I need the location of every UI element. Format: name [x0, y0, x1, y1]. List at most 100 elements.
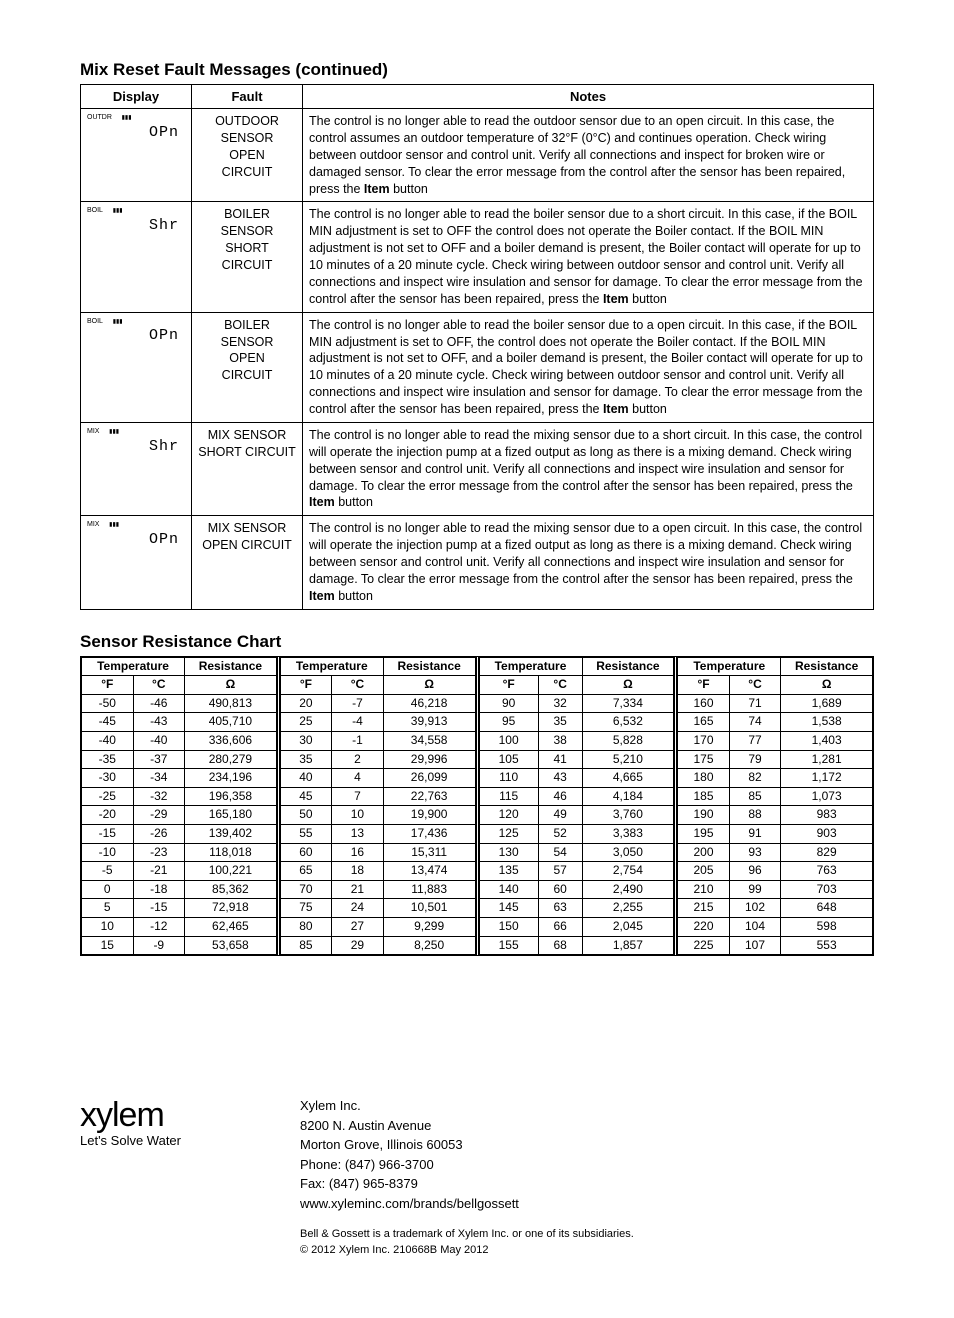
footer: xylem Let's Solve Water Xylem Inc. 8200 … — [80, 1096, 874, 1258]
resistance-row: -20-29165,180 — [82, 806, 277, 825]
resistance-block: TemperatureResistance°F°CΩ20-746,21825-4… — [280, 657, 479, 956]
resistance-row: 25-439,913 — [280, 713, 475, 732]
resistance-block: TemperatureResistance°F°CΩ-50-46490,813-… — [81, 657, 280, 956]
resistance-row: -45-43405,710 — [82, 713, 277, 732]
resistance-row: 130543,050 — [479, 843, 674, 862]
header-fault: Fault — [192, 85, 303, 109]
fault-notes: The control is no longer able to read th… — [303, 202, 874, 312]
resistance-row: -5-21100,221 — [82, 862, 277, 881]
resistance-row: 95356,532 — [479, 713, 674, 732]
resistance-row: 125523,383 — [479, 824, 674, 843]
resistance-row: 220104598 — [678, 917, 873, 936]
section-title-resistance: Sensor Resistance Chart — [80, 632, 874, 652]
resistance-row: 19088983 — [678, 806, 873, 825]
logo-text: xylem — [80, 1096, 260, 1135]
resistance-row: 135572,754 — [479, 862, 674, 881]
resistance-row: -35-37280,279 — [82, 750, 277, 769]
fault-name: MIX SENSOROPEN CIRCUIT — [192, 516, 303, 609]
resistance-row: 185851,073 — [678, 787, 873, 806]
resistance-row: 100385,828 — [479, 732, 674, 751]
fault-notes: The control is no longer able to read th… — [303, 516, 874, 609]
logo: xylem Let's Solve Water — [80, 1096, 260, 1148]
website: www.xyleminc.com/brands/bellgossett — [300, 1194, 634, 1214]
fine-print: Bell & Gossett is a trademark of Xylem I… — [300, 1227, 634, 1258]
resistance-row: 19591903 — [678, 824, 873, 843]
resistance-row: 551317,436 — [280, 824, 475, 843]
resistance-row: 35229,996 — [280, 750, 475, 769]
fault-name: MIX SENSORSHORT CIRCUIT — [192, 422, 303, 515]
logo-tagline: Let's Solve Water — [80, 1133, 260, 1148]
fault-name: BOILERSENSORSHORTCIRCUIT — [192, 202, 303, 312]
fault-row: MIX ▮▮▮OPnMIX SENSOROPEN CIRCUITThe cont… — [81, 516, 874, 609]
resistance-row: 145632,255 — [479, 899, 674, 918]
resistance-row: 175791,281 — [678, 750, 873, 769]
display-cell: MIX ▮▮▮Shr — [81, 422, 192, 515]
resistance-row: 20-746,218 — [280, 694, 475, 713]
resistance-row: 85298,250 — [280, 936, 475, 955]
resistance-row: 90327,334 — [479, 694, 674, 713]
resistance-row: 110434,665 — [479, 769, 674, 788]
resistance-row: 21099703 — [678, 880, 873, 899]
resistance-row: 180821,172 — [678, 769, 873, 788]
resistance-row: 5-1572,918 — [82, 899, 277, 918]
fax: Fax: (847) 965-8379 — [300, 1174, 634, 1194]
resistance-row: 45722,763 — [280, 787, 475, 806]
resistance-row: 115464,184 — [479, 787, 674, 806]
copyright-note: © 2012 Xylem Inc. 210668B May 2012 — [300, 1243, 634, 1258]
resistance-row: 20093829 — [678, 843, 873, 862]
resistance-row: 601615,311 — [280, 843, 475, 862]
resistance-row: 120493,760 — [479, 806, 674, 825]
resistance-chart: TemperatureResistance°F°CΩ-50-46490,813-… — [80, 656, 874, 957]
company-name: Xylem Inc. — [300, 1096, 634, 1116]
resistance-row: 0-1885,362 — [82, 880, 277, 899]
resistance-row: 30-134,558 — [280, 732, 475, 751]
fault-row: BOIL ▮▮▮OPnBOILERSENSOROPENCIRCUITThe co… — [81, 312, 874, 422]
resistance-row: 15-953,658 — [82, 936, 277, 955]
fault-name: BOILERSENSOROPENCIRCUIT — [192, 312, 303, 422]
resistance-row: 140602,490 — [479, 880, 674, 899]
resistance-row: 170771,403 — [678, 732, 873, 751]
resistance-row: -50-46490,813 — [82, 694, 277, 713]
header-display: Display — [81, 85, 192, 109]
resistance-row: -40-40336,606 — [82, 732, 277, 751]
display-cell: MIX ▮▮▮OPn — [81, 516, 192, 609]
fault-row: MIX ▮▮▮ShrMIX SENSORSHORT CIRCUITThe con… — [81, 422, 874, 515]
header-notes: Notes — [303, 85, 874, 109]
resistance-row: 160711,689 — [678, 694, 873, 713]
street: 8200 N. Austin Avenue — [300, 1116, 634, 1136]
resistance-row: -30-34234,196 — [82, 769, 277, 788]
section-title-faults: Mix Reset Fault Messages (continued) — [80, 60, 874, 80]
fault-name: OUTDOORSENSOROPENCIRCUIT — [192, 109, 303, 202]
address-block: Xylem Inc. 8200 N. Austin Avenue Morton … — [300, 1096, 634, 1213]
fault-row: BOIL ▮▮▮ShrBOILERSENSORSHORTCIRCUITThe c… — [81, 202, 874, 312]
resistance-row: 225107553 — [678, 936, 873, 955]
city-state: Morton Grove, Illinois 60053 — [300, 1135, 634, 1155]
resistance-row: 20596763 — [678, 862, 873, 881]
resistance-row: 165741,538 — [678, 713, 873, 732]
display-cell: BOIL ▮▮▮OPn — [81, 312, 192, 422]
resistance-row: 150662,045 — [479, 917, 674, 936]
resistance-row: 702111,883 — [280, 880, 475, 899]
fault-notes: The control is no longer able to read th… — [303, 312, 874, 422]
display-cell: BOIL ▮▮▮Shr — [81, 202, 192, 312]
resistance-row: -10-23118,018 — [82, 843, 277, 862]
resistance-row: -15-26139,402 — [82, 824, 277, 843]
phone: Phone: (847) 966-3700 — [300, 1155, 634, 1175]
resistance-row: 215102648 — [678, 899, 873, 918]
resistance-block: TemperatureResistance°F°CΩ160711,6891657… — [677, 657, 873, 956]
fault-table: Display Fault Notes OUTDR ▮▮▮OPnOUTDOORS… — [80, 84, 874, 610]
fault-notes: The control is no longer able to read th… — [303, 422, 874, 515]
resistance-row: 501019,900 — [280, 806, 475, 825]
resistance-row: 80279,299 — [280, 917, 475, 936]
resistance-row: -25-32196,358 — [82, 787, 277, 806]
resistance-row: 105415,210 — [479, 750, 674, 769]
resistance-row: 651813,474 — [280, 862, 475, 881]
display-cell: OUTDR ▮▮▮OPn — [81, 109, 192, 202]
resistance-row: 155681,857 — [479, 936, 674, 955]
resistance-row: 752410,501 — [280, 899, 475, 918]
fault-notes: The control is no longer able to read th… — [303, 109, 874, 202]
resistance-block: TemperatureResistance°F°CΩ90327,33495356… — [479, 657, 678, 956]
resistance-row: 40426,099 — [280, 769, 475, 788]
fault-row: OUTDR ▮▮▮OPnOUTDOORSENSOROPENCIRCUITThe … — [81, 109, 874, 202]
resistance-row: 10-1262,465 — [82, 917, 277, 936]
